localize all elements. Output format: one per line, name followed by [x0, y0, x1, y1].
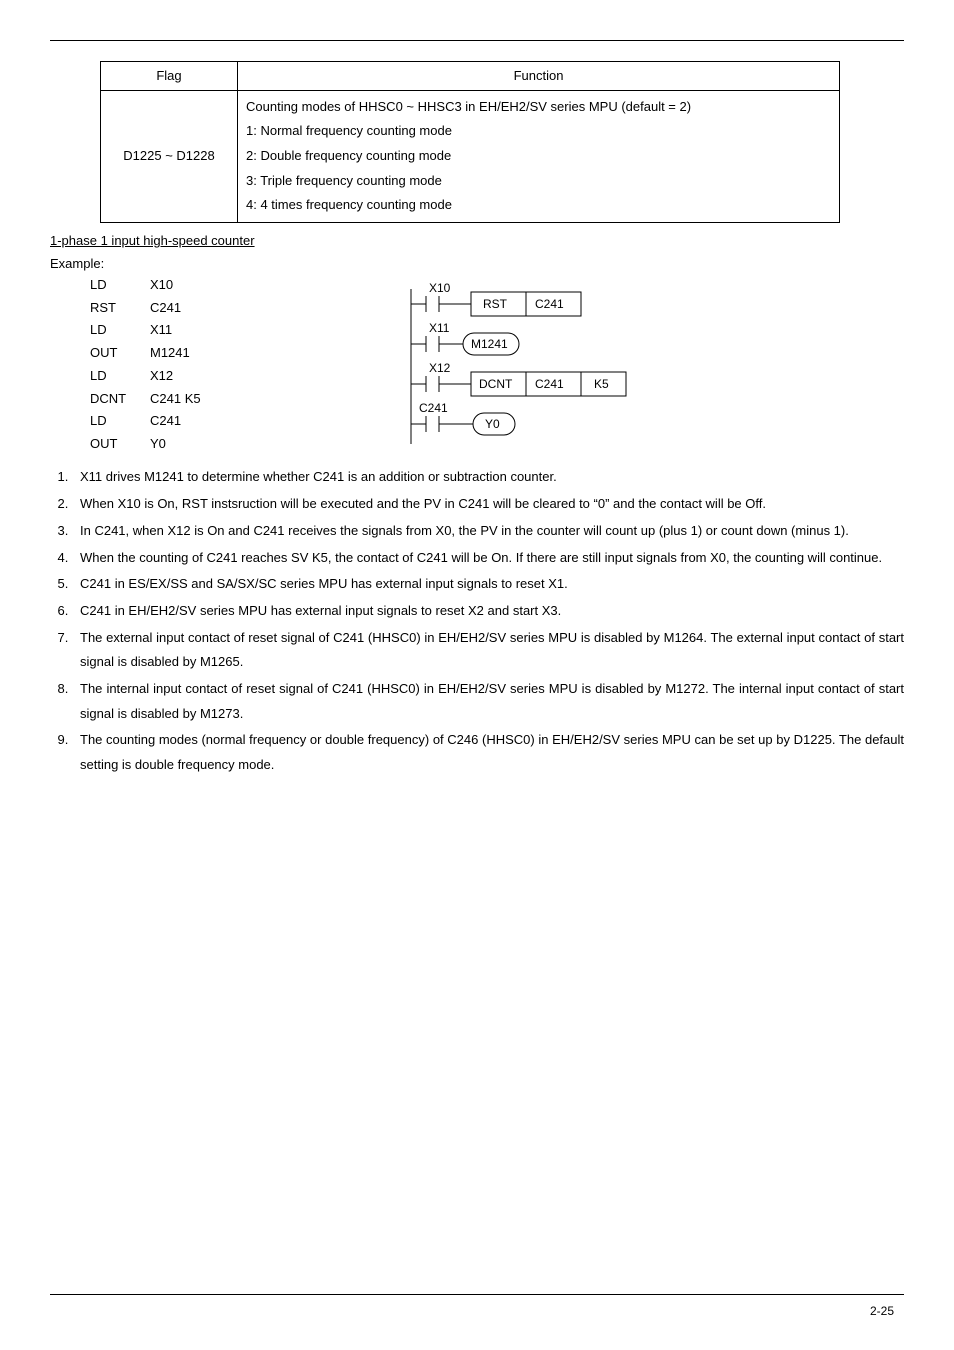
- ladder-svg: X10 RST C241 X11 M1241 X12: [401, 274, 721, 454]
- code-mnem: OUT: [90, 342, 150, 365]
- list-item: The counting modes (normal frequency or …: [72, 728, 904, 777]
- example-label: Example:: [50, 254, 904, 274]
- func-line: 2: Double frequency counting mode: [246, 144, 831, 169]
- list-item: When X10 is On, RST instsruction will be…: [72, 492, 904, 517]
- code-mnem: LD: [90, 274, 150, 297]
- code-mnem: DCNT: [90, 388, 150, 411]
- code-arg: X12: [150, 365, 173, 388]
- th-flag: Flag: [101, 62, 238, 91]
- flag-function-table: Flag Function D1225 ~ D1228 Counting mod…: [100, 61, 840, 223]
- code-mnem: RST: [90, 297, 150, 320]
- func-line: 1: Normal frequency counting mode: [246, 119, 831, 144]
- ladder-diagram: X10 RST C241 X11 M1241 X12: [401, 274, 721, 460]
- code-arg: X10: [150, 274, 173, 297]
- code-arg: Y0: [150, 433, 166, 456]
- code-arg: C241: [150, 410, 181, 433]
- func-line: 4: 4 times frequency counting mode: [246, 193, 831, 218]
- numbered-list: X11 drives M1241 to determine whether C2…: [50, 465, 904, 777]
- code-mnem: LD: [90, 410, 150, 433]
- example-row: LDX10 RSTC241 LDX11 OUTM1241 LDX12 DCNTC…: [50, 274, 904, 460]
- d-box: RST: [483, 297, 508, 311]
- d-round: M1241: [471, 337, 508, 351]
- td-func: Counting modes of HHSC0 ~ HHSC3 in EH/EH…: [238, 90, 840, 222]
- list-item: C241 in EH/EH2/SV series MPU has externa…: [72, 599, 904, 624]
- d-label: X11: [429, 321, 450, 335]
- list-item: When the counting of C241 reaches SV K5,…: [72, 546, 904, 571]
- d-label: C241: [419, 401, 448, 415]
- d-box: DCNT: [479, 377, 513, 391]
- d-label: X10: [429, 281, 451, 295]
- d-box: C241: [535, 297, 564, 311]
- d-label: X12: [429, 361, 451, 375]
- td-flag: D1225 ~ D1228: [101, 90, 238, 222]
- code-mnem: LD: [90, 365, 150, 388]
- d-box: C241: [535, 377, 564, 391]
- code-mnem: OUT: [90, 433, 150, 456]
- d-round: Y0: [485, 417, 500, 431]
- code-arg: M1241: [150, 342, 190, 365]
- code-arg: C241: [150, 297, 181, 320]
- list-item: In C241, when X12 is On and C241 receive…: [72, 519, 904, 544]
- th-function: Function: [238, 62, 840, 91]
- list-item: C241 in ES/EX/SS and SA/SX/SC series MPU…: [72, 572, 904, 597]
- d-box: K5: [594, 377, 609, 391]
- func-line: 3: Triple frequency counting mode: [246, 169, 831, 194]
- code-block: LDX10 RSTC241 LDX11 OUTM1241 LDX12 DCNTC…: [90, 274, 201, 456]
- code-arg: X11: [150, 319, 172, 342]
- section-heading: 1-phase 1 input high-speed counter: [50, 231, 904, 251]
- page-number: 2-25: [870, 1302, 894, 1320]
- list-item: The internal input contact of reset sign…: [72, 677, 904, 726]
- list-item: The external input contact of reset sign…: [72, 626, 904, 675]
- code-mnem: LD: [90, 319, 150, 342]
- code-arg: C241 K5: [150, 388, 201, 411]
- top-rule: [50, 40, 904, 41]
- list-item: X11 drives M1241 to determine whether C2…: [72, 465, 904, 490]
- func-line: Counting modes of HHSC0 ~ HHSC3 in EH/EH…: [246, 95, 831, 120]
- footer-rule: [50, 1294, 904, 1295]
